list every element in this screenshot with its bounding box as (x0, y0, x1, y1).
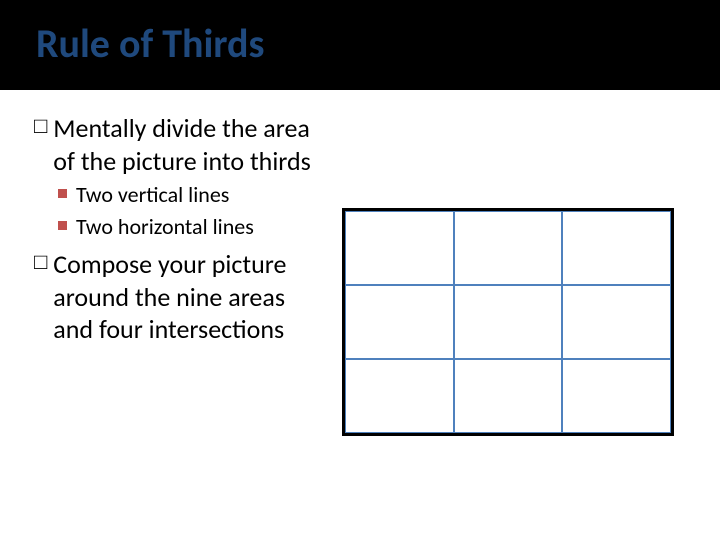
grid-cell (562, 359, 671, 433)
bullet-level-1: □ Compose your picture around the nine a… (34, 248, 324, 346)
bullet-list: □ Mentally divide the area of the pictur… (34, 112, 324, 436)
grid-cell (454, 285, 563, 359)
bullet-text: Two vertical lines (76, 181, 229, 209)
bullet-level-2: Two horizontal lines (34, 213, 324, 241)
bullet-level-2: Two vertical lines (34, 181, 324, 209)
page-title: Rule of Thirds (36, 22, 720, 66)
grid-cell (345, 211, 454, 285)
bullet-text: Compose your picture around the nine are… (53, 248, 324, 346)
content-area: □ Mentally divide the area of the pictur… (0, 90, 720, 436)
grid-cell (454, 211, 563, 285)
bullet-group: □ Mentally divide the area of the pictur… (34, 112, 324, 240)
grid-cell (562, 285, 671, 359)
thirds-grid (342, 208, 674, 436)
diagram-area (342, 112, 696, 436)
bullet-level-1: □ Mentally divide the area of the pictur… (34, 112, 324, 177)
grid-cell (454, 359, 563, 433)
grid-cell (562, 211, 671, 285)
grid-cell (345, 285, 454, 359)
filled-square-icon (58, 221, 67, 230)
title-band: Rule of Thirds (0, 0, 720, 90)
filled-square-icon (58, 189, 67, 198)
hollow-square-icon: □ (34, 248, 47, 276)
bullet-text: Two horizontal lines (76, 213, 254, 241)
hollow-square-icon: □ (34, 112, 47, 140)
grid-cell (345, 359, 454, 433)
bullet-group: □ Compose your picture around the nine a… (34, 248, 324, 346)
bullet-text: Mentally divide the area of the picture … (53, 112, 324, 177)
